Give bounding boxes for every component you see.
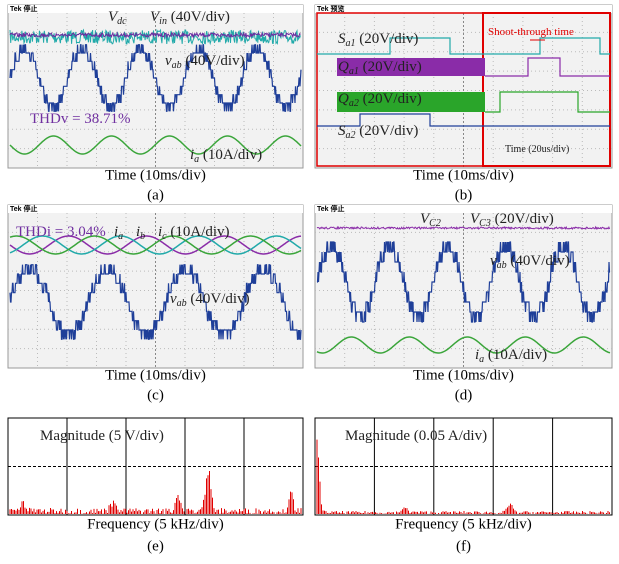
- symbol: Q: [338, 59, 349, 75]
- annotation-text: (40V/div): [187, 291, 250, 307]
- axis-label: Time (10ms/div): [105, 367, 206, 383]
- status-bar: [8, 205, 303, 213]
- subscript: ab: [497, 260, 507, 271]
- annotation-text: (20V/div): [356, 123, 419, 139]
- annotation-text: (40V/div): [182, 53, 245, 69]
- axis-label: Time (10ms/div): [413, 167, 514, 183]
- annotation-text: (20V/div): [359, 91, 422, 107]
- annotation-text: Magnitude (5 V/div): [40, 428, 164, 444]
- annotation: Shoot-through time: [488, 26, 574, 38]
- status: Tek 停止: [317, 204, 345, 213]
- status-bar: [315, 205, 612, 213]
- annotation-text: (10A/div): [484, 347, 547, 363]
- annotation-text: Time (20us/div): [505, 144, 569, 155]
- annotation: ic (10A/div): [158, 224, 230, 242]
- annotation-text: (40V/div): [507, 253, 570, 269]
- subscript: a2: [346, 130, 356, 141]
- annotation-text: THDv = 38.71%: [30, 111, 131, 127]
- subscript: b: [140, 231, 145, 242]
- status: Tek 停止: [10, 204, 38, 213]
- caption: (c): [147, 387, 164, 403]
- subscript: a2: [349, 98, 359, 109]
- annotation: THDi = 3.04%: [16, 224, 106, 240]
- caption: (b): [455, 187, 473, 203]
- annotation-text: Shoot-through time: [488, 26, 574, 38]
- subscript: a1: [346, 38, 356, 49]
- subscript: in: [159, 16, 167, 27]
- annotation-text: (20V/div): [491, 211, 554, 227]
- subscript: ab: [177, 298, 187, 309]
- caption: (e): [147, 538, 164, 554]
- axis-label: Time (10ms/div): [413, 367, 514, 383]
- annotation-text: (10A/div): [199, 147, 262, 163]
- axis-label: Frequency (5 kHz/div): [87, 516, 224, 532]
- annotation: Magnitude (0.05 A/div): [345, 428, 487, 444]
- annotation: Time (20us/div): [505, 144, 569, 155]
- caption: (d): [455, 387, 473, 403]
- annotation-text: (10A/div): [167, 224, 230, 240]
- annotation-text: Magnitude (0.05 A/div): [345, 428, 487, 444]
- annotation-text: (20V/div): [359, 59, 422, 75]
- status-bar: [315, 5, 612, 13]
- status: Tek 预览: [317, 4, 345, 13]
- annotation-text: (40V/div): [167, 9, 230, 25]
- annotation-text: THDi = 3.04%: [16, 224, 106, 240]
- subscript: ab: [172, 60, 182, 71]
- status: Tek 停止: [10, 4, 38, 13]
- annotation: THDv = 38.71%: [30, 111, 131, 127]
- subscript: a: [118, 231, 123, 242]
- subscript: a1: [349, 66, 359, 77]
- axis-label: Frequency (5 kHz/div): [395, 516, 532, 532]
- annotation: ia (10A/div): [190, 147, 262, 165]
- caption: (f): [456, 538, 471, 554]
- caption: (a): [147, 187, 164, 203]
- annotation-text: (20V/div): [356, 31, 419, 47]
- axis-label: Time (10ms/div): [105, 167, 206, 183]
- subscript: dc: [117, 16, 127, 27]
- annotation: Magnitude (5 V/div): [40, 428, 164, 444]
- symbol: Q: [338, 91, 349, 107]
- subscript: C3: [479, 218, 491, 229]
- annotation: ia (10A/div): [475, 347, 547, 365]
- subscript: C2: [429, 218, 441, 229]
- figure: Tek 停止VdcVin (40V/div)vab (40V/div)THDv …: [0, 0, 619, 564]
